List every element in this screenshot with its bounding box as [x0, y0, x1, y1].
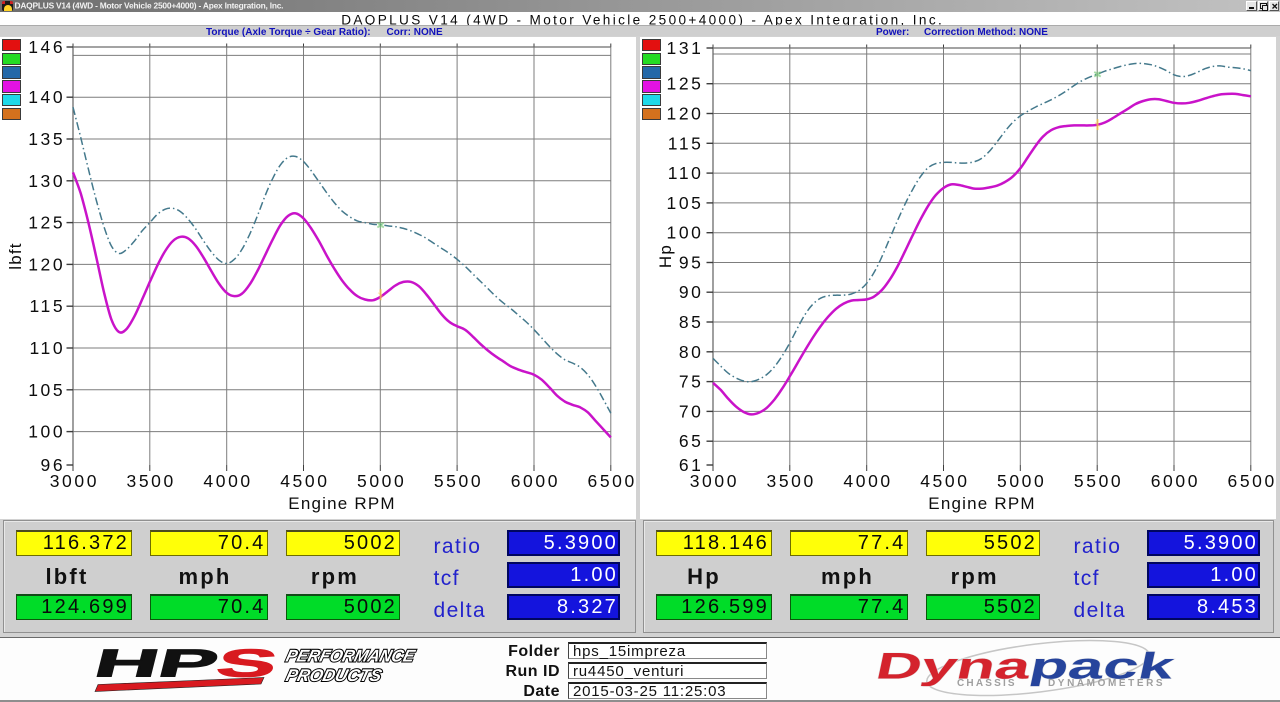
- svg-text:3500: 3500: [767, 471, 816, 491]
- svg-text:4000: 4000: [843, 471, 892, 491]
- svg-text:6000: 6000: [511, 471, 560, 491]
- svg-text:130: 130: [28, 171, 65, 191]
- svg-text:lbft: lbft: [6, 242, 25, 269]
- svg-text:5000: 5000: [997, 471, 1046, 491]
- svg-text:70: 70: [679, 401, 704, 421]
- svg-text:5500: 5500: [434, 471, 483, 491]
- svg-text:80: 80: [679, 342, 704, 362]
- svg-text:105: 105: [667, 193, 704, 213]
- svg-text:Engine RPM: Engine RPM: [928, 494, 1035, 513]
- svg-text:115: 115: [29, 296, 65, 316]
- svg-text:4500: 4500: [280, 471, 329, 491]
- svg-text:125: 125: [28, 213, 65, 233]
- svg-text:140: 140: [28, 87, 65, 107]
- svg-text:Dynapack: Dynapack: [872, 645, 1178, 686]
- svg-text:75: 75: [679, 372, 704, 392]
- svg-text:PERFORMANCE: PERFORMANCE: [284, 646, 417, 666]
- svg-text:65: 65: [679, 431, 704, 451]
- svg-text:100: 100: [667, 223, 704, 243]
- svg-text:120: 120: [28, 254, 65, 274]
- svg-text:4000: 4000: [203, 471, 252, 491]
- svg-text:DAQPLUS V14 (4WD - Motor Vehic: DAQPLUS V14 (4WD - Motor Vehicle 2500+40…: [15, 1, 284, 11]
- svg-text:6000: 6000: [1151, 471, 1200, 491]
- svg-text:135: 135: [28, 129, 65, 149]
- svg-text:110: 110: [668, 163, 704, 183]
- svg-text:5000: 5000: [357, 471, 406, 491]
- svg-text:61: 61: [679, 455, 704, 475]
- svg-text:DYNAMOMETERS: DYNAMOMETERS: [1048, 678, 1166, 689]
- svg-text:90: 90: [679, 282, 704, 302]
- svg-text:3500: 3500: [127, 471, 176, 491]
- svg-text:131: 131: [667, 38, 704, 58]
- svg-text:95: 95: [679, 253, 704, 273]
- svg-text:6500: 6500: [588, 471, 637, 491]
- svg-text:96: 96: [41, 455, 66, 475]
- svg-text:3000: 3000: [690, 471, 739, 491]
- svg-text:Hp: Hp: [656, 244, 675, 268]
- svg-text:115: 115: [668, 133, 704, 153]
- svg-text:Engine RPM: Engine RPM: [288, 494, 395, 513]
- svg-text:85: 85: [679, 312, 704, 332]
- svg-text:PRODUCTS: PRODUCTS: [284, 665, 384, 685]
- svg-text:110: 110: [29, 338, 65, 358]
- svg-text:6500: 6500: [1228, 471, 1277, 491]
- svg-text:105: 105: [28, 380, 65, 400]
- svg-text:4500: 4500: [920, 471, 969, 491]
- svg-text:120: 120: [667, 104, 704, 124]
- svg-text:3000: 3000: [50, 471, 99, 491]
- svg-text:146: 146: [28, 37, 65, 57]
- svg-text:100: 100: [28, 422, 65, 442]
- svg-text:5500: 5500: [1074, 471, 1123, 491]
- svg-text:CHASSIS: CHASSIS: [957, 678, 1018, 689]
- svg-text:125: 125: [667, 74, 704, 94]
